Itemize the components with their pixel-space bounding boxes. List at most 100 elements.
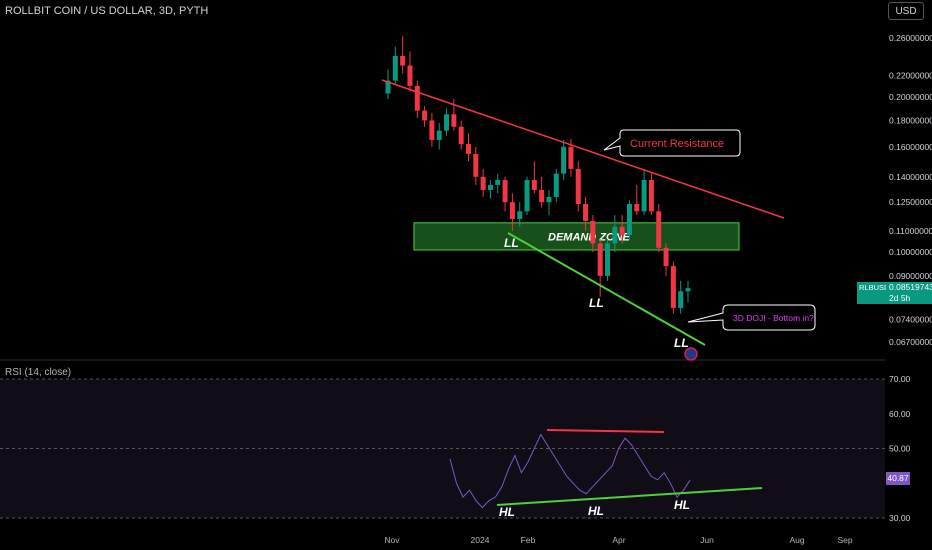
- rsi-panel: 70.00 60.00 50.00 30.00 HL HL HL: [0, 374, 911, 523]
- y-tick-label: 0.11000000: [889, 226, 932, 236]
- hl-label: HL: [499, 505, 515, 519]
- x-tick-label: Jun: [700, 535, 714, 545]
- candle-body: [619, 226, 625, 235]
- hl-label: HL: [588, 504, 604, 518]
- candle-body: [487, 184, 493, 190]
- price-tag-symbol: RLBUSD: [857, 282, 890, 304]
- y-tick-label: 0.06700000: [889, 337, 932, 347]
- x-tick-label: Feb: [521, 535, 536, 545]
- candle-body: [634, 203, 640, 212]
- y-tick-label: 0.10000000: [889, 247, 932, 257]
- ll-label: LL: [504, 236, 519, 250]
- candle-body: [685, 288, 691, 292]
- candle-body: [465, 144, 471, 154]
- y-tick-label: 0.16000000: [889, 142, 932, 152]
- candle-body: [392, 55, 398, 81]
- candle-body: [422, 110, 428, 121]
- candle-body: [531, 180, 537, 190]
- y-tick-label: 0.12500000: [889, 197, 932, 207]
- y-tick-label: 0.26000000: [889, 33, 932, 43]
- candle-body: [605, 243, 611, 276]
- candle-body: [561, 146, 567, 174]
- y-tick-label: 0.09000000: [889, 271, 932, 281]
- chart-title: ROLLBIT COIN / US DOLLAR, 3D, PYTH: [5, 5, 209, 17]
- candle-body: [626, 203, 632, 235]
- x-tick-label: Aug: [789, 535, 804, 545]
- rsi-tick-label: 60.00: [889, 409, 911, 419]
- candle-body: [568, 146, 574, 169]
- us-flag-icon: [684, 347, 698, 361]
- candle-body: [444, 114, 450, 131]
- ll-label: LL: [589, 296, 604, 310]
- candle-body: [524, 180, 530, 212]
- price-tag: 0.08519743 2d 5h: [886, 282, 932, 304]
- candle-body: [480, 176, 486, 190]
- y-tick-label: 0.18000000: [889, 115, 932, 125]
- hl-label: HL: [674, 498, 690, 512]
- candle-body: [546, 196, 552, 203]
- candle-body: [385, 80, 391, 94]
- resistance-callout: [603, 129, 741, 157]
- candle-body: [612, 226, 618, 244]
- countdown: 2d 5h: [889, 293, 911, 303]
- time-axis: Nov 2024 Feb Apr Jun Aug Sep: [384, 535, 852, 545]
- candle-body: [597, 243, 603, 276]
- rsi-line: [449, 433, 691, 509]
- candle-body: [553, 173, 559, 197]
- rsi-value-tag: 40.87: [886, 472, 910, 485]
- rsi-tick-label: 50.00: [889, 444, 911, 454]
- candle-body: [678, 291, 684, 308]
- candle-body: [407, 65, 413, 86]
- candle-body: [663, 247, 669, 267]
- candle-body: [473, 153, 479, 177]
- y-tick-label: 0.14000000: [889, 172, 932, 182]
- doji-note: 3D DOJI - Bottom in?: [733, 313, 814, 323]
- candle-body: [670, 266, 676, 308]
- rsi-support-line: [496, 487, 763, 506]
- resistance-line: [381, 79, 785, 219]
- candle-body: [590, 220, 596, 244]
- doji-callout: [687, 304, 816, 331]
- x-tick-label: 2024: [471, 535, 490, 545]
- trendlines: Current Resistance 3D DOJI - Bottom in? LL…: [381, 79, 816, 361]
- rsi-resistance-line: [546, 429, 665, 433]
- rsi-label: RSI (14, close): [5, 367, 72, 378]
- candle-body: [517, 211, 523, 219]
- current-resistance-label: Current Resistance: [630, 138, 724, 150]
- candle-body: [509, 202, 515, 219]
- candle-body: [641, 180, 647, 212]
- candle-body: [458, 126, 464, 145]
- x-tick-label: Nov: [384, 535, 400, 545]
- rsi-band: [0, 379, 885, 518]
- y-tick-label: 0.07400000: [889, 315, 932, 325]
- demand-zone-box: [413, 222, 740, 251]
- candle-body: [414, 85, 420, 111]
- rsi-tick-label: 70.00: [889, 374, 911, 384]
- x-tick-label: Apr: [612, 535, 625, 545]
- price-axis: 0.26000000 0.22000000 0.20000000 0.18000000…: [889, 33, 932, 347]
- candle-body: [495, 180, 501, 185]
- x-tick-label: Sep: [837, 535, 852, 545]
- candle-body: [429, 120, 435, 140]
- candle-body: [648, 180, 654, 212]
- y-tick-label: 0.22000000: [889, 70, 932, 80]
- candle-body: [502, 180, 508, 203]
- demand-zone-label: DEMAND ZONE: [548, 231, 631, 243]
- ll-label: LL: [674, 336, 689, 350]
- candles: [385, 36, 691, 314]
- last-price: 0.08519743: [889, 282, 932, 292]
- candle-body: [436, 130, 442, 140]
- candle-body: [656, 211, 662, 248]
- candle-body: [575, 168, 581, 204]
- candle-body: [400, 55, 406, 66]
- candle-body: [539, 189, 545, 203]
- support-line: [507, 232, 706, 346]
- currency-button[interactable]: USD: [888, 2, 924, 20]
- rsi-tick-label: 30.00: [889, 513, 911, 523]
- candle-body: [451, 114, 457, 127]
- candle-body: [583, 203, 589, 221]
- y-tick-label: 0.20000000: [889, 92, 932, 102]
- symbol-label: RLBUSD: [859, 283, 890, 292]
- demand-zone: DEMAND ZONE: [413, 222, 740, 251]
